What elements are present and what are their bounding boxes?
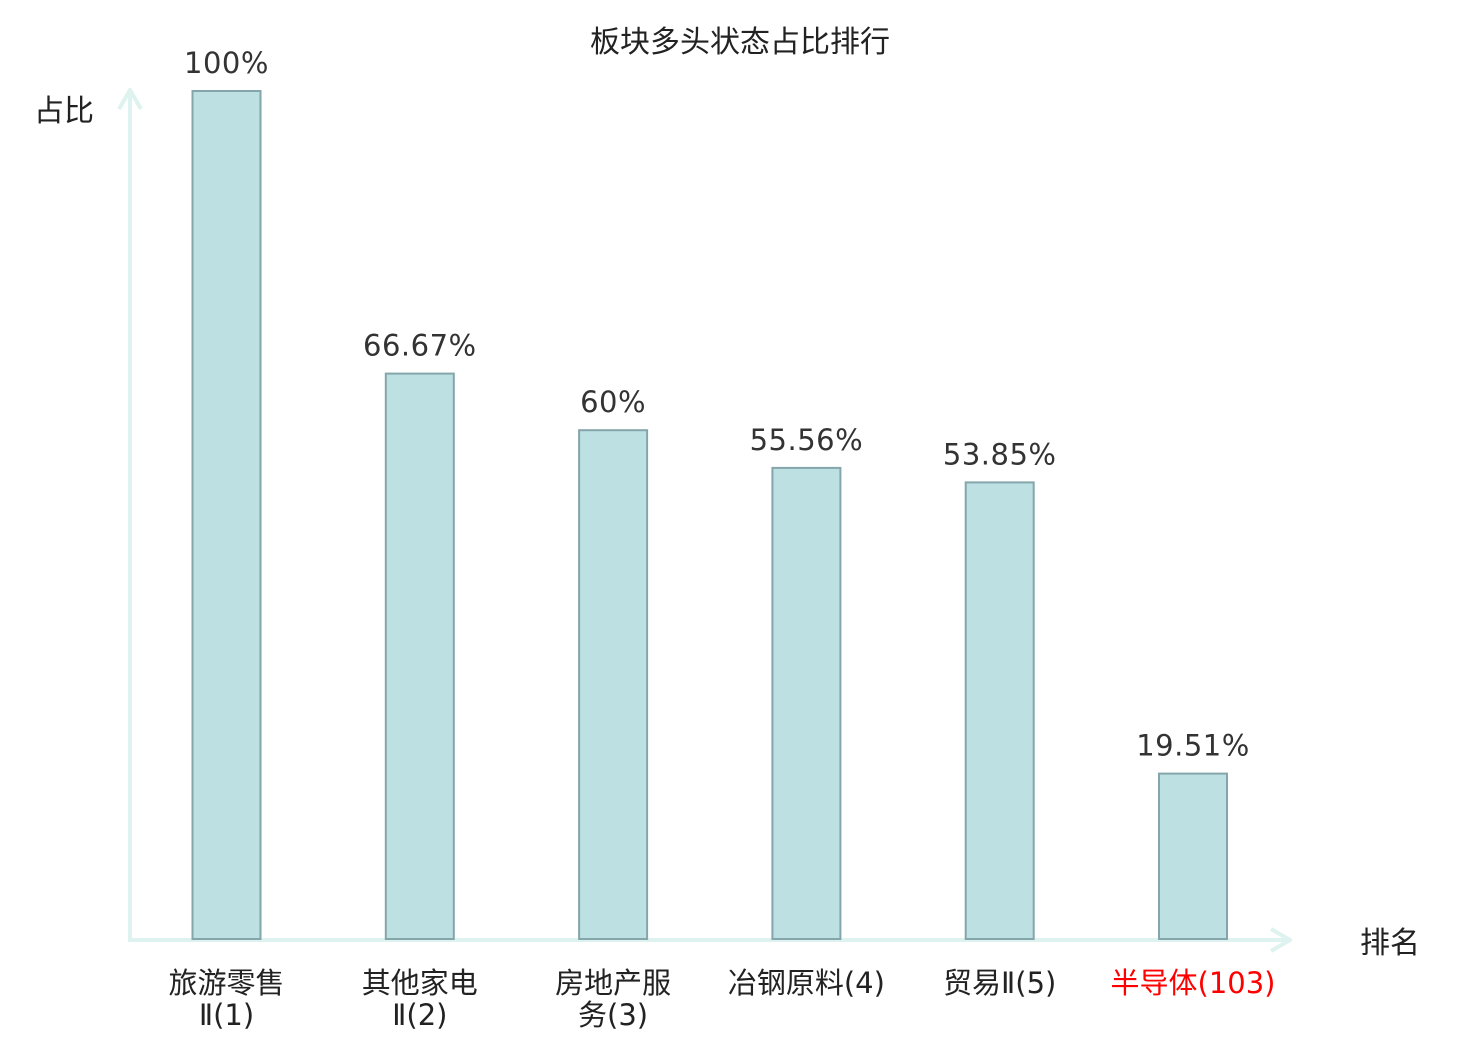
x-tick-label: 冶钢原料(4) [728,966,885,1000]
bar [964,481,1035,940]
value-labels: 100% 66.67% 60% 55.56% 53.85% 19.51% [184,46,1250,763]
bar-value-label: 53.85% [943,437,1057,471]
x-axis-label: 排名 [1360,926,1420,961]
x-tick-label-line: 务(3) [578,998,648,1032]
bar [1158,772,1228,940]
x-tick-label-line: 冶钢原料(4) [728,966,885,1000]
bar [771,466,842,940]
x-tick-label: 贸易Ⅱ(5) [943,966,1056,1000]
bar-value-label: 100% [184,46,269,80]
x-tick-label-line: 贸易Ⅱ(5) [943,966,1056,1000]
axes [117,88,1292,953]
bar-value-label: 66.67% [363,329,477,363]
x-tick-label-line: Ⅱ(1) [199,998,254,1032]
x-axis-arrow [1269,927,1292,953]
bar [384,372,455,941]
y-axis-arrow [117,88,143,111]
x-tick-label-line: 房地产服 [555,966,671,1000]
x-tick-label: 半导体(103) [1111,966,1276,1000]
bar-value-label: 55.56% [750,423,864,457]
bar-value-label: 60% [580,385,646,419]
bar [578,429,649,940]
chart-title: 板块多头状态占比排行 [590,25,890,60]
x-tick-label-line: 其他家电 [362,966,478,1000]
x-tick-label: 其他家电 Ⅱ(2) [362,966,478,1032]
x-tick-label-line: Ⅱ(2) [392,998,447,1032]
bars [191,90,1228,941]
bar [191,90,262,940]
x-tick-label: 旅游零售 Ⅱ(1) [168,966,284,1032]
y-axis-label: 占比 [34,94,94,129]
x-tick-label-line: 旅游零售 [168,966,284,1000]
x-tick-label-line: 半导体(103) [1111,966,1276,1000]
x-tick-label: 房地产服务(3) [555,966,671,1032]
x-tick-labels: 旅游零售 Ⅱ(1) 其他家电 Ⅱ(2) 房地产服务(3) 冶钢原料(4) 贸易Ⅱ(5) 半导体… [168,966,1275,1032]
bar-value-label: 19.51% [1136,729,1250,763]
